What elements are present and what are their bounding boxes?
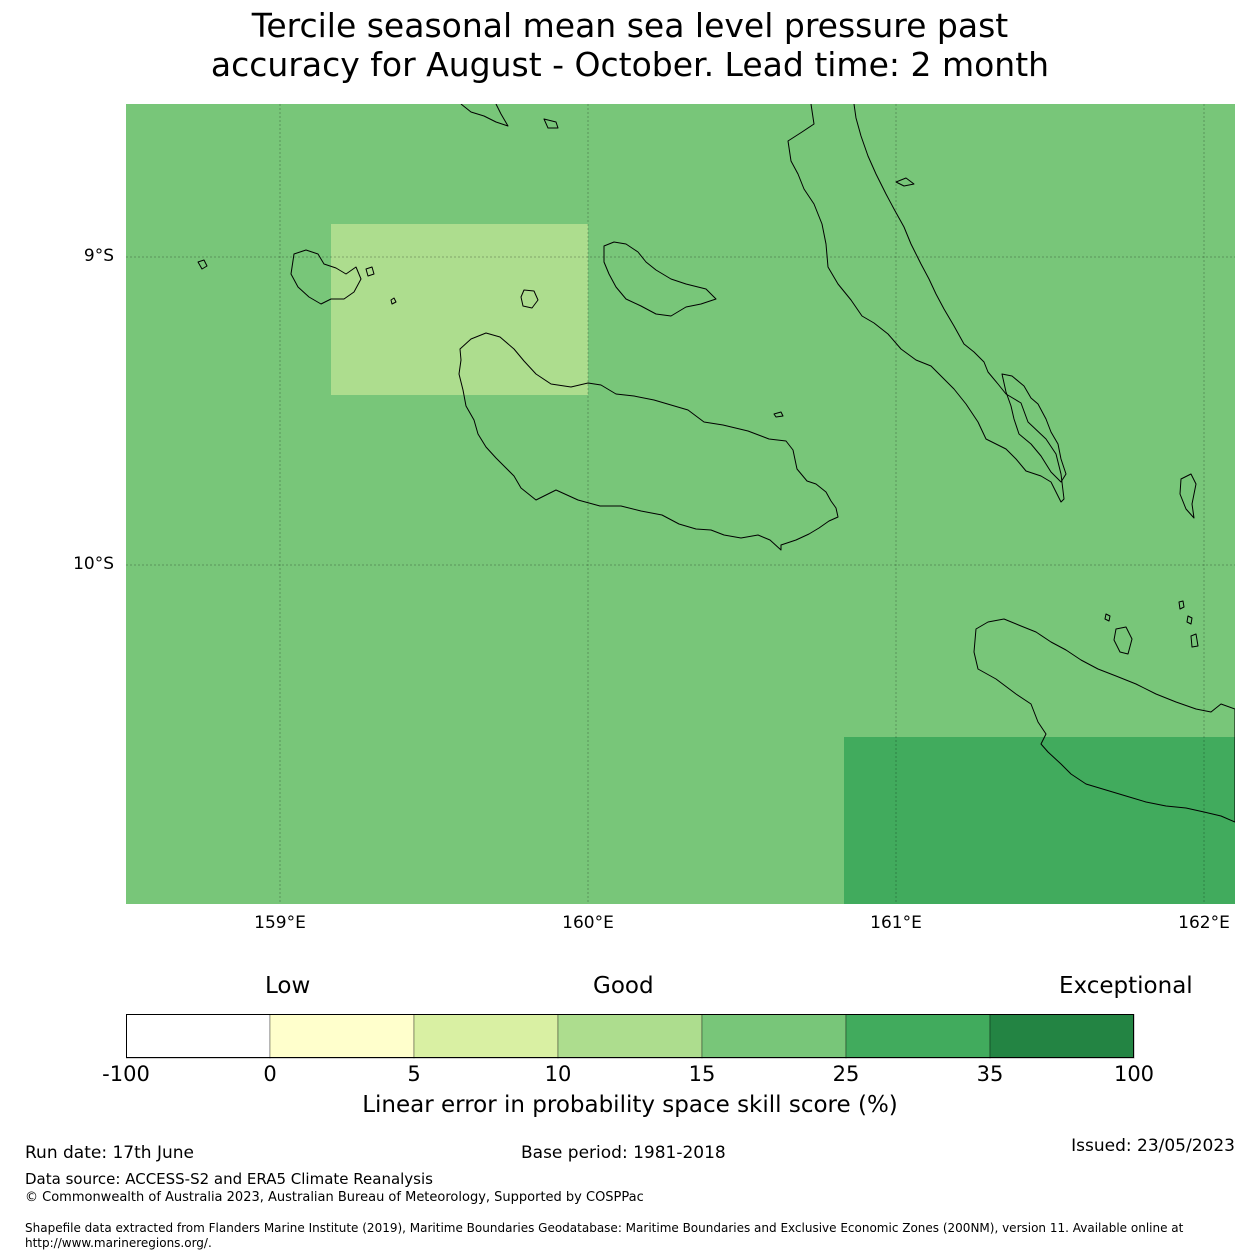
lon-label-160E: 160°E <box>562 913 614 933</box>
coastline-islet-i <box>1190 633 1199 648</box>
copyright: © Commonwealth of Australia 2023, Austra… <box>25 1190 644 1205</box>
colorbar-tick-10: 10 <box>544 1062 572 1086</box>
coastline-florida-islands <box>603 241 717 317</box>
coastline-north-islands <box>460 104 509 127</box>
base-period: Base period: 1981-2018 <box>521 1143 726 1163</box>
shapefile-credit-line-2: http://www.marineregions.org/. <box>25 1236 212 1250</box>
quality-label-low: Low <box>265 973 311 999</box>
data-source: Data source: ACCESS-S2 and ERA5 Climate … <box>25 1170 433 1188</box>
map-title: Tercile seasonal mean sea level pressure… <box>0 6 1260 84</box>
colorbar-tick-100: 100 <box>1113 1062 1155 1086</box>
lat-label-9S: 9°S <box>83 246 114 266</box>
lat-label-10S: 10°S <box>73 554 114 574</box>
title-line-2: accuracy for August - October. Lead time… <box>210 45 1050 84</box>
coastline-islet-east <box>1179 473 1197 519</box>
coastline-islet-a <box>365 266 375 277</box>
coastline-islet-d <box>773 411 784 418</box>
colorbar-tick-0: 0 <box>263 1062 277 1086</box>
colorbar-segment-5 <box>845 1014 991 1059</box>
coastline-islet-c <box>895 177 915 187</box>
colorbar-tick-35: 35 <box>976 1062 1004 1086</box>
coastline-guadalcanal <box>458 332 839 551</box>
lon-label-159E: 159°E <box>254 913 306 933</box>
map-canvas <box>126 104 1235 904</box>
coastline-russell-islands <box>290 249 362 305</box>
coastline-north-islet <box>543 118 559 129</box>
title-line-1: Tercile seasonal mean sea level pressure… <box>251 6 1009 45</box>
colorbar-tick-25: 25 <box>832 1062 860 1086</box>
light-cell <box>331 224 588 395</box>
dark-cell <box>844 737 1235 904</box>
colorbar-tick-5: 5 <box>407 1062 421 1086</box>
quality-label-exceptional: Exceptional <box>1059 973 1193 999</box>
quality-label-good: Good <box>593 973 654 999</box>
colorbar-tick-15: 15 <box>688 1062 716 1086</box>
coastline-islet-west <box>197 259 208 270</box>
issued-date: Issued: 23/05/2023 <box>1071 1136 1235 1156</box>
colorbar-segment-0 <box>126 1014 271 1059</box>
colorbar-tick-minus100: -100 <box>102 1062 150 1086</box>
coastline-malaita <box>1001 373 1067 483</box>
map-panel <box>126 104 1235 904</box>
run-date: Run date: 17th June <box>25 1143 194 1163</box>
lon-label-161E: 161°E <box>870 913 922 933</box>
coastline-islet-f <box>1104 613 1111 622</box>
lon-label-162E: 162°E <box>1178 913 1230 933</box>
colorbar-segment-6 <box>989 1014 1135 1059</box>
coastlines <box>197 104 1235 823</box>
coastline-santa-isabel <box>787 104 1065 503</box>
coastline-islet-b <box>390 297 397 305</box>
colorbar-frame <box>126 1014 1134 1058</box>
colorbar-segment-4 <box>701 1014 847 1059</box>
coastline-islet-h <box>1186 615 1193 625</box>
colorbar-segment-1 <box>269 1014 415 1059</box>
coastline-islet-g <box>1178 600 1185 610</box>
shapefile-credit-line-1: Shapefile data extracted from Flanders M… <box>25 1221 1184 1235</box>
colorbar-segment-2 <box>413 1014 559 1059</box>
coastline-makira <box>973 618 1235 823</box>
coastline-ugi <box>1113 626 1133 655</box>
colorbar-segments <box>126 1014 1135 1059</box>
coastline-savo <box>520 289 539 309</box>
colorbar-segment-3 <box>557 1014 703 1059</box>
graticule <box>126 104 1235 904</box>
colorbar-label: Linear error in probability space skill … <box>362 1092 898 1118</box>
colorbar <box>126 1014 1135 1059</box>
